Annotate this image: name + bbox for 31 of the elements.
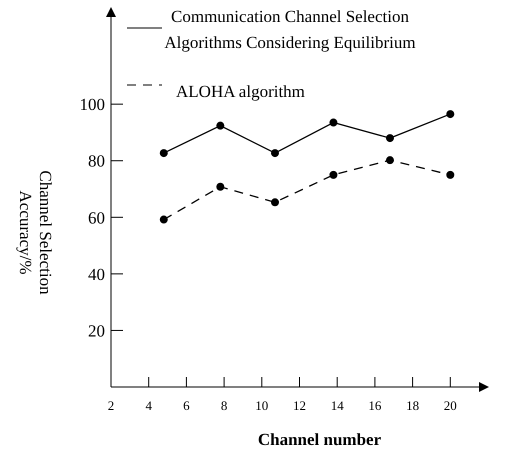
y-tick-label: 20 bbox=[88, 321, 105, 340]
legend-label: Communication Channel Selection Algorithms Considering Equilibrium bbox=[164, 7, 416, 52]
y-tick-label: 80 bbox=[88, 152, 105, 171]
x-tick-label: 10 bbox=[255, 398, 268, 413]
point bbox=[270, 198, 279, 206]
x-tick-label: 8 bbox=[220, 398, 228, 413]
x-tick-label: 16 bbox=[368, 398, 382, 413]
y-axis-title: Channel Selection Accuracy/% bbox=[16, 170, 55, 296]
x-tick-label: 6 bbox=[183, 398, 190, 413]
point bbox=[329, 170, 338, 179]
x-tick-label: 14 bbox=[330, 398, 344, 413]
y-tick-label: 100 bbox=[80, 95, 105, 114]
y-tick-label: 40 bbox=[88, 264, 105, 284]
point bbox=[329, 118, 338, 127]
point bbox=[446, 170, 454, 179]
x-tick-label: 2 bbox=[108, 398, 114, 413]
point bbox=[216, 122, 224, 130]
x-tick-label: 12 bbox=[293, 398, 306, 413]
y-tick-label: 60 bbox=[88, 208, 105, 228]
x-tick-label: 18 bbox=[406, 398, 420, 413]
point bbox=[386, 134, 394, 142]
point bbox=[270, 149, 279, 158]
legend-label: ALOHA algorithm bbox=[176, 82, 305, 101]
x-tick-label: 20 bbox=[444, 398, 457, 413]
x-tick-label: 4 bbox=[145, 398, 152, 413]
point bbox=[446, 110, 454, 118]
point bbox=[160, 149, 168, 158]
point bbox=[160, 216, 168, 224]
point bbox=[386, 156, 394, 164]
x-axis-title: Channel number bbox=[258, 430, 382, 449]
point bbox=[216, 182, 224, 191]
